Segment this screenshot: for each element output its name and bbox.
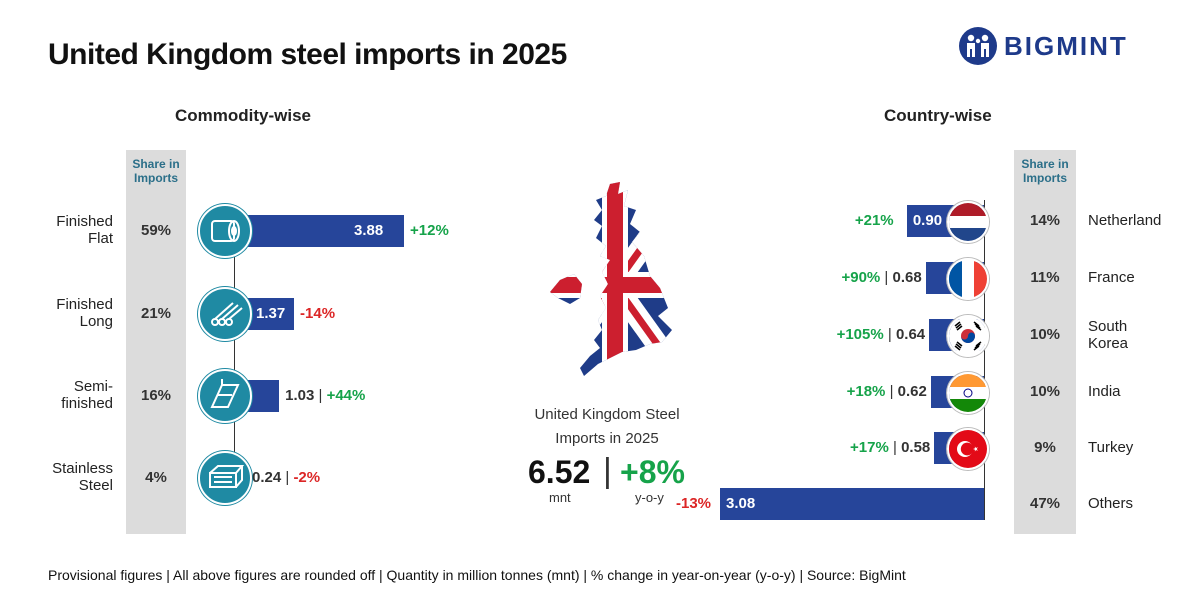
country-change-label: -13% — [676, 495, 711, 512]
india-flag-icon — [947, 372, 989, 414]
value-text: 1.03 — [285, 387, 315, 404]
yoy-change: -2% — [293, 469, 321, 486]
country-value-label: +105% | 0.64 — [785, 326, 926, 343]
commodity-label: Finished Flat — [56, 213, 113, 247]
total-unit-label: mnt — [549, 490, 571, 505]
separator: | — [885, 383, 898, 400]
commodity-heading: Commodity-wise — [175, 106, 312, 125]
beam-icon — [198, 369, 252, 423]
total-imports-value: 6.52 — [528, 454, 591, 490]
country-share-value: 10% — [1029, 383, 1061, 400]
commodity-change-label: +12% — [410, 222, 449, 239]
yoy-change: +90% — [841, 269, 881, 286]
yoy-change: -14% — [300, 305, 336, 322]
country-value-label: +17% | 0.58 — [790, 439, 930, 456]
separator: | — [888, 439, 902, 456]
stainless-bundle-icon — [198, 451, 252, 505]
commodity-share-value: 59% — [140, 222, 172, 239]
yoy-change: +18% — [846, 383, 886, 400]
commodity-value-label: 1.03 | +44% — [285, 387, 365, 404]
netherlands-flag-icon — [947, 201, 989, 243]
separator: | — [880, 269, 893, 286]
commodity-axis — [234, 210, 235, 500]
country-share-column — [1014, 150, 1076, 534]
separator: | — [883, 326, 896, 343]
brand-logo: BIGMINT — [958, 24, 1128, 68]
value-text: 0.62 — [897, 383, 927, 400]
country-value-label: +18% | 0.62 — [787, 383, 927, 400]
commodity-label: Finished Long — [56, 296, 113, 330]
country-share-value: 11% — [1030, 269, 1060, 286]
center-separator: | — [603, 452, 612, 490]
yoy-change: +105% — [836, 326, 884, 343]
total-imports-change: +8% — [620, 454, 685, 490]
yoy-change: +12% — [410, 222, 449, 239]
country-heading: Country-wise — [884, 106, 992, 125]
value-text: 0.24 — [252, 469, 282, 486]
country-share-header: Share in Imports — [1021, 157, 1069, 185]
coil-icon — [198, 204, 252, 258]
center-caption-line1: United Kingdom Steel — [534, 406, 680, 423]
country-axis — [984, 200, 985, 520]
separator: | — [314, 387, 327, 404]
country-value-label: 3.08 — [726, 495, 756, 512]
value-text: 0.58 — [901, 439, 931, 456]
yoy-change: -13% — [676, 495, 712, 512]
uk-flag-map-icon — [550, 182, 672, 376]
center-caption-line2: Imports in 2025 — [555, 430, 659, 447]
country-label: India — [1088, 383, 1121, 400]
country-label: France — [1088, 269, 1135, 286]
france-flag-icon — [947, 258, 989, 300]
country-value-label: +90% | 0.68 — [782, 269, 922, 286]
commodity-label: Semi-finished — [61, 378, 113, 412]
commodity-share-value: 16% — [140, 387, 172, 404]
country-label: Turkey — [1088, 439, 1134, 456]
commodity-share-value: 4% — [145, 469, 167, 486]
commodity-share-value: 21% — [140, 305, 172, 322]
turkey-flag-icon — [947, 428, 989, 470]
page-title: United Kingdom steel imports in 2025 — [48, 38, 567, 71]
commodity-value-label: 0.24 | -2% — [252, 469, 320, 486]
south-korea-flag-icon — [947, 315, 989, 357]
yoy-change: +21% — [854, 212, 894, 229]
country-label: Others — [1088, 495, 1134, 512]
commodity-share-header: Share in Imports — [132, 157, 180, 185]
value-text: 0.64 — [895, 326, 926, 343]
commodity-change-label: -14% — [300, 305, 335, 322]
country-share-value: 9% — [1034, 439, 1056, 456]
country-change-label: +21% — [855, 212, 894, 229]
footer-note: Provisional figures | All above figures … — [48, 567, 906, 583]
commodity-value-label: 3.88 — [354, 222, 384, 239]
country-bar — [720, 488, 984, 520]
commodity-value-label: 1.37 — [256, 305, 286, 322]
separator: | — [281, 469, 294, 486]
bigmint-logo-icon — [959, 27, 997, 65]
rods-icon — [198, 287, 252, 341]
yoy-change: +44% — [326, 387, 366, 404]
change-unit-label: y-o-y — [635, 490, 664, 505]
brand-name: BIGMINT — [1004, 30, 1128, 61]
country-value-label: 0.90 — [912, 212, 943, 229]
yoy-change: +17% — [850, 439, 889, 456]
commodity-share-column — [126, 150, 186, 534]
value-text: 0.68 — [892, 269, 922, 286]
country-share-value: 14% — [1029, 212, 1061, 229]
commodity-label: Stainless Steel — [52, 460, 113, 494]
commodity-bar — [234, 215, 404, 247]
country-share-value: 47% — [1029, 495, 1061, 512]
country-label: Netherland — [1088, 212, 1162, 229]
country-label: South Korea — [1088, 318, 1129, 352]
country-share-value: 10% — [1029, 326, 1061, 343]
